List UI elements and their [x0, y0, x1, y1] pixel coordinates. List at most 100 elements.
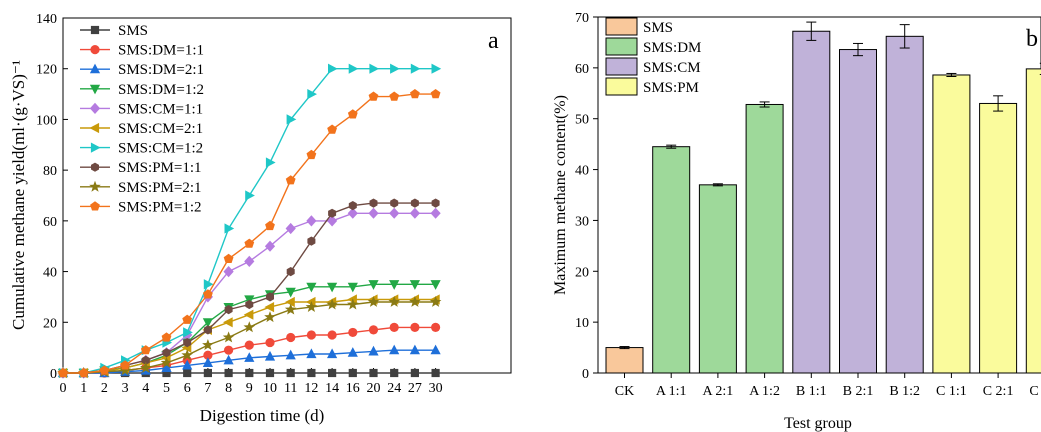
- chart-b: CK A 1:1 A 2:1 A 1:2 B 1:1 B 2:1 B 1:2 C 1:1 C 2…: [552, 11, 1041, 432]
- chart-a-data-point: [286, 267, 295, 277]
- chart-a-data-point: [264, 350, 276, 361]
- chart-a-data-point: [410, 322, 420, 332]
- chart-a-data-point: [410, 63, 421, 74]
- chart-a-data-point: [183, 338, 192, 348]
- chart-a-y-tick-label: 80: [43, 164, 57, 179]
- chart-a-series-6: [58, 63, 442, 379]
- chart-a-data-point: [183, 327, 193, 338]
- chart-b-x-tick-label: B 1:2: [889, 384, 920, 399]
- chart-a-data-point: [243, 309, 254, 320]
- chart-a-data-point: [307, 368, 316, 378]
- chart-b-legend-label: SMS:CM: [643, 60, 701, 76]
- chart-a-data-point: [389, 344, 400, 355]
- chart-a-data-point: [327, 215, 338, 227]
- chart-a-y-axis-label: Cumulative methane yield(ml·(g·VS)⁻¹: [9, 60, 28, 330]
- chart-a-data-point: [285, 287, 296, 298]
- chart-b-y-axis-label: Maximum methane content(%): [552, 95, 569, 295]
- chart-a-data-point: [348, 201, 357, 211]
- chart-a-data-point: [348, 63, 359, 74]
- chart-a-data-point: [203, 279, 214, 290]
- chart-a-data-point: [224, 305, 233, 315]
- chart-a-data-point: [327, 124, 337, 134]
- chart-a-x-tick-label: 27: [408, 381, 422, 396]
- chart-b-legend-label: SMS:PM: [643, 80, 699, 96]
- chart-a-data-point: [410, 198, 419, 208]
- chart-a-data-point: [160, 356, 173, 368]
- chart-a-data-point: [389, 207, 400, 219]
- chart-a-series-line: [63, 326, 436, 374]
- chart-a-data-point: [306, 215, 317, 227]
- chart-a-data-point: [430, 280, 441, 290]
- chart-a-panel-label: a: [488, 28, 499, 54]
- chart-a-data-point: [245, 368, 254, 378]
- chart-a-data-point: [223, 266, 234, 278]
- chart-b-legend-swatch: [605, 77, 638, 96]
- chart-a-data-point: [307, 236, 316, 246]
- chart-a-data-point: [285, 296, 295, 308]
- chart-a-data-point: [348, 327, 358, 338]
- chart-a-data-point: [244, 255, 255, 267]
- chart-a-legend-marker: [89, 84, 101, 95]
- chart-a-data-point: [58, 367, 68, 378]
- chart-a-legend-label: SMS:DM=1:1: [118, 43, 204, 59]
- chart-a-data-point: [285, 222, 296, 235]
- chart-a-y-tick-label: 100: [36, 113, 57, 128]
- chart-a-x-tick-label: 16: [346, 381, 360, 396]
- chart-a-data-point: [305, 296, 316, 308]
- chart-a-data-point: [181, 349, 193, 361]
- chart-a-data-point: [306, 330, 316, 340]
- chart-a-data-point: [182, 314, 193, 324]
- chart-b-x-tick-label: C 1:2: [1029, 384, 1041, 399]
- chart-a-data-point: [182, 359, 193, 370]
- chart-b-bar: [745, 103, 784, 374]
- chart-a-data-point: [390, 198, 399, 208]
- chart-a-data-point: [410, 89, 420, 99]
- chart-b-bar: [839, 49, 877, 374]
- chart-a-data-point: [430, 207, 441, 219]
- chart-a-data-point: [409, 295, 421, 307]
- chart-a-x-tick-label: 7: [204, 381, 211, 396]
- chart-a-data-point: [409, 344, 420, 355]
- chart-a-data-point: [203, 368, 212, 378]
- chart-a-y-tick-label: 20: [43, 316, 57, 331]
- chart-a-legend-marker: [90, 45, 100, 55]
- chart-a-data-point: [367, 295, 380, 307]
- chart-b-y-tick-label: 20: [575, 265, 589, 280]
- chart-a-data-point: [431, 63, 442, 74]
- chart-a-data-point: [390, 368, 399, 378]
- chart-a-x-tick-label: 4: [142, 381, 149, 396]
- chart-a: 0 1 2 3 4 5 6 7 8 9 10 11 12 14 16 20 24 27 30 02040608010…: [9, 12, 512, 425]
- chart-a-data-point: [202, 357, 213, 367]
- chart-a-x-tick-label: 2: [101, 381, 108, 396]
- chart-a-data-point: [140, 361, 152, 373]
- chart-a-data-point: [305, 301, 318, 312]
- chart-a-x-tick-label: 3: [122, 381, 129, 396]
- chart-a-data-point: [264, 240, 276, 252]
- chart-b-y-tick-label: 40: [575, 164, 589, 179]
- chart-a-legend-label: SMS:DM=1:2: [118, 82, 204, 98]
- chart-a-legend-label: SMS:PM=1:2: [118, 199, 202, 215]
- chart-a-data-point: [430, 89, 441, 99]
- chart-a-x-tick-label: 9: [246, 381, 253, 396]
- chart-b-bar: [932, 74, 971, 374]
- chart-a-data-point: [223, 354, 234, 365]
- chart-a-data-point: [141, 355, 150, 365]
- chart-a-data-point: [306, 282, 317, 293]
- chart-b-bar: [605, 347, 644, 374]
- chart-a-data-point: [389, 322, 399, 332]
- chart-a-x-tick-label: 0: [60, 381, 67, 396]
- chart-a-x-tick-label: 10: [263, 381, 277, 396]
- chart-a-x-tick-label: 11: [284, 381, 297, 396]
- chart-a-data-point: [430, 344, 441, 355]
- chart-b-bar: [979, 102, 1018, 374]
- chart-a-data-point: [389, 91, 400, 101]
- chart-a-legend-marker: [90, 201, 100, 211]
- chart-a-data-point: [348, 368, 357, 378]
- chart-a-data-point: [245, 299, 254, 310]
- chart-a-data-point: [161, 332, 172, 342]
- chart-a-data-point: [223, 253, 234, 263]
- chart-a-data-point: [369, 63, 380, 74]
- chart-b-x-tick-label: A 2:1: [703, 384, 734, 399]
- chart-a-data-point: [306, 149, 317, 160]
- chart-a-x-tick-label: 1: [80, 381, 87, 396]
